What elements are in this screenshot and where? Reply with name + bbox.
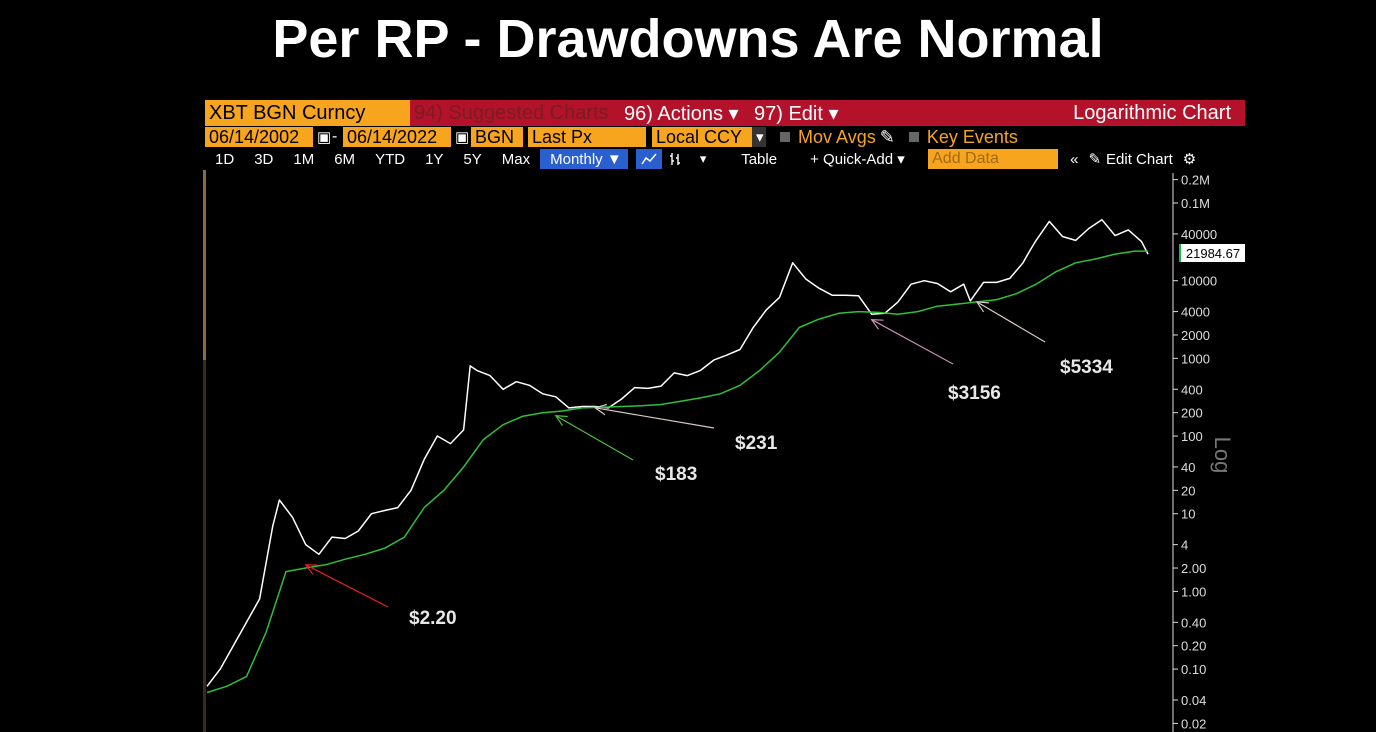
chart-left-border	[203, 170, 206, 732]
annotation-label: $5334	[1060, 357, 1113, 378]
price-series-line	[206, 218, 1149, 687]
mov-avgs-label: Mov Avgs	[798, 126, 876, 147]
toolbar-row-2: 06/14/2002 ▣ - 06/14/2022 ▣ BGN Last Px …	[205, 127, 1022, 147]
range-3d[interactable]: 3D	[254, 150, 274, 168]
y-tick-label: 20	[1181, 483, 1195, 498]
annotation-arrow	[555, 415, 634, 461]
annotation-labels: $2.20 $183 $231 $3156 $5334	[409, 357, 1113, 629]
y-axis: 0.2M 0.1M 40000 10000 4000 2000 1000 400 200 100 4…	[1172, 173, 1235, 732]
chart-lines	[206, 218, 1149, 694]
annotation-arrowhead	[554, 415, 568, 426]
annotation-arrowhead	[870, 318, 884, 330]
last-value-label: 21984.67	[1179, 244, 1245, 262]
pencil-icon: ✎	[1088, 151, 1102, 168]
edit-chart-label: Edit Chart	[1106, 150, 1173, 168]
suggested-charts-menu[interactable]: 94) Suggested Charts	[410, 100, 620, 126]
annotation-arrow	[976, 301, 1046, 343]
collapse-icon[interactable]: «	[1070, 150, 1079, 168]
edit-menu[interactable]: 97) Edit ▾	[750, 100, 840, 126]
add-data-field[interactable]: Add Data	[928, 149, 1059, 169]
range-1d[interactable]: 1D	[215, 150, 235, 168]
y-tick-label: 100	[1181, 429, 1203, 444]
y-tick-label: 40000	[1181, 227, 1217, 242]
range-1y[interactable]: 1Y	[425, 150, 444, 168]
mov-avgs-toggle[interactable]: Mov Avgs ✎	[776, 127, 899, 147]
y-tick-label: 4000	[1181, 305, 1210, 320]
annotation-arrowhead	[304, 564, 318, 575]
y-tick-label: 400	[1181, 382, 1203, 397]
y-tick-label: 0.1M	[1181, 196, 1210, 211]
y-tick-label: 0.02	[1181, 716, 1206, 731]
y-tick-label: 10000	[1181, 274, 1217, 289]
y-tick-label: 0.40	[1181, 615, 1206, 630]
actions-menu[interactable]: 96) Actions ▾	[620, 100, 750, 126]
checkbox-icon	[908, 132, 919, 142]
annotation-arrow	[871, 319, 954, 365]
page-title: Per RP - Drawdowns Are Normal	[272, 9, 1104, 69]
calendar-icon[interactable]: ▣	[317, 129, 332, 146]
annotation-arrow	[595, 407, 715, 429]
end-date-field[interactable]: 06/14/2022	[343, 127, 451, 147]
y-tick-label: 0.20	[1181, 639, 1206, 654]
start-date-field[interactable]: 06/14/2002	[205, 127, 313, 147]
annotation-arrowhead	[593, 403, 607, 416]
chevron-down-icon[interactable]: ▾	[752, 127, 766, 147]
realized-price-series-line	[206, 250, 1148, 694]
toolbar-row-3: 1D 3D 1M 6M YTD 1Y 5Y Max Monthly ▼ ▾ Ta…	[205, 149, 1245, 169]
table-button[interactable]: Table	[741, 150, 778, 168]
key-events-label: Key Events	[926, 126, 1018, 147]
range-1m[interactable]: 1M	[293, 150, 315, 168]
y-tick-label: 1.00	[1181, 584, 1206, 599]
y-tick-label: 2.00	[1181, 561, 1206, 576]
y-tick-label: 0.10	[1181, 662, 1206, 677]
period-selector[interactable]: Monthly ▼	[540, 149, 629, 169]
line-chart-icon[interactable]	[636, 149, 663, 169]
y-tick-label: 0.2M	[1181, 173, 1210, 188]
checkbox-icon	[780, 132, 790, 142]
range-5y[interactable]: 5Y	[463, 150, 482, 168]
range-max[interactable]: Max	[501, 150, 531, 168]
y-tick-label: 40	[1181, 460, 1195, 475]
annotation-label: $231	[735, 433, 778, 454]
y-axis-label: Log	[1210, 437, 1235, 474]
annotation-label: $2.20	[409, 608, 457, 629]
security-field[interactable]: XBT BGN Curncy	[205, 100, 410, 126]
bar-chart-icon[interactable]	[662, 149, 688, 169]
gear-icon[interactable]: ⚙	[1182, 151, 1197, 168]
annotation-arrow	[305, 564, 389, 608]
y-tick-label: 0.04	[1181, 693, 1206, 708]
range-ytd[interactable]: YTD	[375, 150, 406, 168]
pencil-icon[interactable]: ✎	[879, 126, 895, 147]
edit-chart-button[interactable]: ✎ Edit Chart	[1084, 149, 1176, 169]
key-events-toggle[interactable]: Key Events	[905, 127, 1022, 147]
date-separator: -	[332, 128, 338, 145]
source-field[interactable]: BGN	[471, 127, 523, 147]
chart-left-border-highlight	[203, 170, 206, 360]
y-tick-label: 2000	[1181, 328, 1210, 343]
y-tick-label: 10	[1181, 507, 1195, 522]
calendar-icon[interactable]: ▣	[455, 129, 470, 146]
chart-label: Logarithmic Chart	[840, 100, 1245, 126]
bloomberg-chart-terminal: XBT BGN Curncy 94) Suggested Charts 96) …	[205, 97, 1245, 732]
field-selector[interactable]: Last Px	[528, 127, 646, 147]
quick-add-button[interactable]: + Quick-Add ▾	[810, 151, 905, 168]
range-6m[interactable]: 6M	[334, 150, 356, 168]
annotation-label: $183	[655, 464, 697, 485]
y-tick-label: 1000	[1181, 351, 1210, 366]
currency-selector[interactable]: Local CCY	[652, 127, 752, 147]
annotation-arrowhead	[975, 301, 989, 313]
annotation-arrows	[304, 301, 1046, 608]
toolbar-row-1: XBT BGN Curncy 94) Suggested Charts 96) …	[205, 100, 1245, 126]
annotation-label: $3156	[948, 383, 1001, 404]
y-tick-label: 200	[1181, 406, 1203, 421]
y-tick-label: 4	[1181, 538, 1188, 553]
chevron-down-icon[interactable]: ▾	[699, 151, 707, 166]
